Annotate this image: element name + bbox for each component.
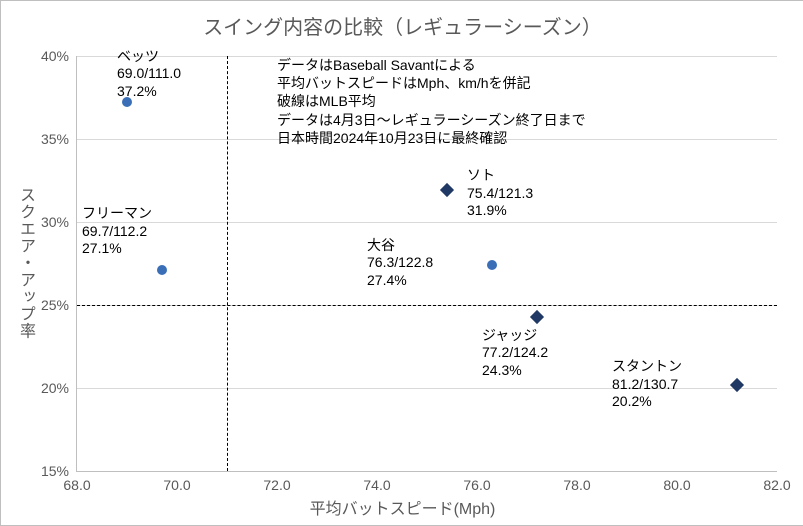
x-axis-label: 平均バットスピード(Mph): [310, 495, 496, 519]
data-label-line: ソト: [467, 167, 533, 185]
data-label: スタントン81.2/130.720.2%: [612, 358, 682, 411]
data-label: ジャッジ77.2/124.224.3%: [482, 327, 548, 380]
data-point: [487, 260, 497, 270]
mlb-avg-y-line: [77, 305, 777, 306]
x-tick-label: 82.0: [763, 471, 790, 493]
x-tick-label: 74.0: [363, 471, 390, 493]
x-tick-label: 70.0: [163, 471, 190, 493]
gridline-h: [77, 222, 777, 223]
data-label-line: ベッツ: [117, 48, 181, 66]
chart-note-line: データはBaseball Savantによる: [277, 56, 586, 74]
data-point: [530, 310, 544, 324]
y-tick-label: 20%: [41, 380, 77, 396]
data-label-line: フリーマン: [82, 205, 152, 223]
y-tick-label: 35%: [41, 131, 77, 147]
plot-area: 15%20%25%30%35%40%68.070.072.074.076.078…: [76, 56, 777, 472]
chart-title: スイング内容の比較（レギュラーシーズン）: [1, 11, 803, 40]
data-point: [440, 183, 454, 197]
data-label-line: スタントン: [612, 358, 682, 376]
x-tick-label: 78.0: [563, 471, 590, 493]
data-label-line: 27.4%: [367, 272, 433, 290]
chart-notes: データはBaseball Savantによる平均バットスピードはMph、km/h…: [277, 56, 586, 147]
data-label-line: 37.2%: [117, 83, 181, 101]
data-label-line: 69.0/111.0: [117, 65, 181, 83]
data-label: 大谷76.3/122.827.4%: [367, 237, 433, 290]
x-tick-label: 68.0: [63, 471, 90, 493]
chart-note-line: 破線はMLB平均: [277, 92, 586, 110]
chart-note-line: 日本時間2024年10月23日に最終確認: [277, 129, 586, 147]
y-tick-label: 30%: [41, 214, 77, 230]
data-label-line: 27.1%: [82, 240, 152, 258]
y-tick-label: 25%: [41, 297, 77, 313]
data-label-line: 20.2%: [612, 393, 682, 411]
y-tick-label: 40%: [41, 48, 77, 64]
data-label-line: 24.3%: [482, 362, 548, 380]
data-label-line: 大谷: [367, 237, 433, 255]
data-label-line: 76.3/122.8: [367, 254, 433, 272]
x-tick-label: 76.0: [463, 471, 490, 493]
data-label-line: ジャッジ: [482, 327, 548, 345]
chart-note-line: データは4月3日〜レギュラーシーズン終了日まで: [277, 111, 586, 129]
x-tick-label: 80.0: [663, 471, 690, 493]
chart-note-line: 平均バットスピードはMph、km/hを併記: [277, 74, 586, 92]
data-label: ソト75.4/121.331.9%: [467, 167, 533, 220]
chart-container: スイング内容の比較（レギュラーシーズン） スクエア・アップ率 平均バットスピード…: [0, 0, 803, 526]
data-label: フリーマン69.7/112.227.1%: [82, 205, 152, 258]
data-label-line: 75.4/121.3: [467, 185, 533, 203]
data-point: [730, 378, 744, 392]
data-point: [157, 265, 167, 275]
data-label-line: 69.7/112.2: [82, 223, 152, 241]
data-label: ベッツ69.0/111.037.2%: [117, 48, 181, 101]
mlb-avg-x-line: [227, 56, 228, 471]
data-label-line: 81.2/130.7: [612, 376, 682, 394]
data-label-line: 31.9%: [467, 202, 533, 220]
x-tick-label: 72.0: [263, 471, 290, 493]
data-label-line: 77.2/124.2: [482, 344, 548, 362]
y-axis-label: スクエア・アップ率: [13, 187, 37, 340]
